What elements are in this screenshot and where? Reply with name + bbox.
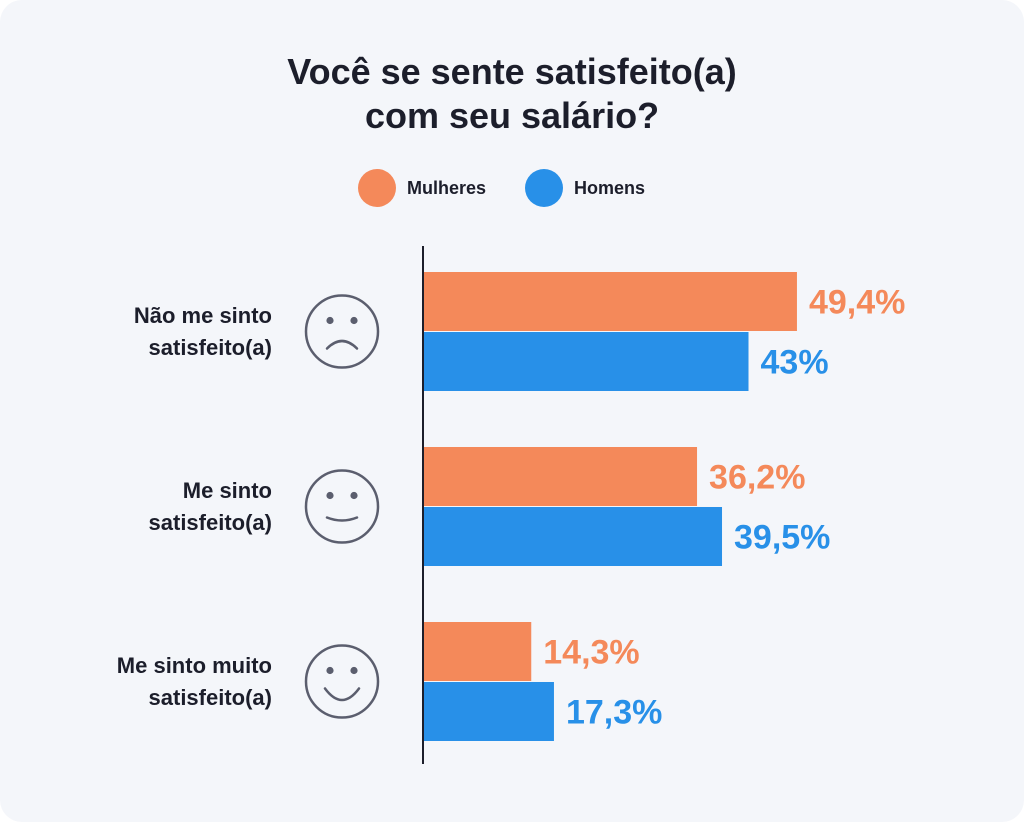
category-label-2: Me sinto muito satisfeito(a) (117, 653, 272, 710)
chart-title: Você se sente satisfeito(a) com seu salá… (0, 50, 1024, 138)
bar-homens-1 (423, 507, 723, 566)
legend-label-mulheres: Mulheres (407, 177, 487, 198)
legend-item-homens: Homens (525, 168, 645, 208)
sad-face-icon (304, 294, 380, 369)
value-label-homens-1: 39,5% (734, 519, 830, 557)
legend-label-homens: Homens (574, 177, 646, 198)
category-label-0: Não me sinto satisfeito(a) (134, 303, 272, 360)
value-label-homens-2: 17,3% (566, 694, 662, 732)
legend-swatch-mulheres (358, 169, 396, 207)
smile-face-icon (304, 469, 380, 544)
happy-face-icon (304, 644, 380, 719)
value-label-mulheres-1: 36,2% (709, 459, 805, 497)
legend-swatch-homens (525, 169, 563, 207)
chart-title-line-1: Você se sente satisfeito(a) (287, 51, 737, 92)
value-label-mulheres-2: 14,3% (543, 634, 639, 672)
legend-item-mulheres: Mulheres (358, 168, 486, 208)
legend: Mulheres Homens (0, 168, 1024, 208)
bar-homens-2 (423, 682, 554, 741)
bar-mulheres-1 (423, 447, 698, 506)
bar-homens-0 (423, 332, 749, 391)
category-label-1: Me sinto satisfeito(a) (149, 478, 272, 535)
chart-title-line-2: com seu salário? (364, 95, 660, 136)
bar-mulheres-2 (423, 622, 532, 681)
bar-mulheres-0 (423, 272, 797, 331)
value-label-homens-0: 43% (761, 344, 829, 382)
value-label-mulheres-0: 49,4% (809, 284, 905, 322)
